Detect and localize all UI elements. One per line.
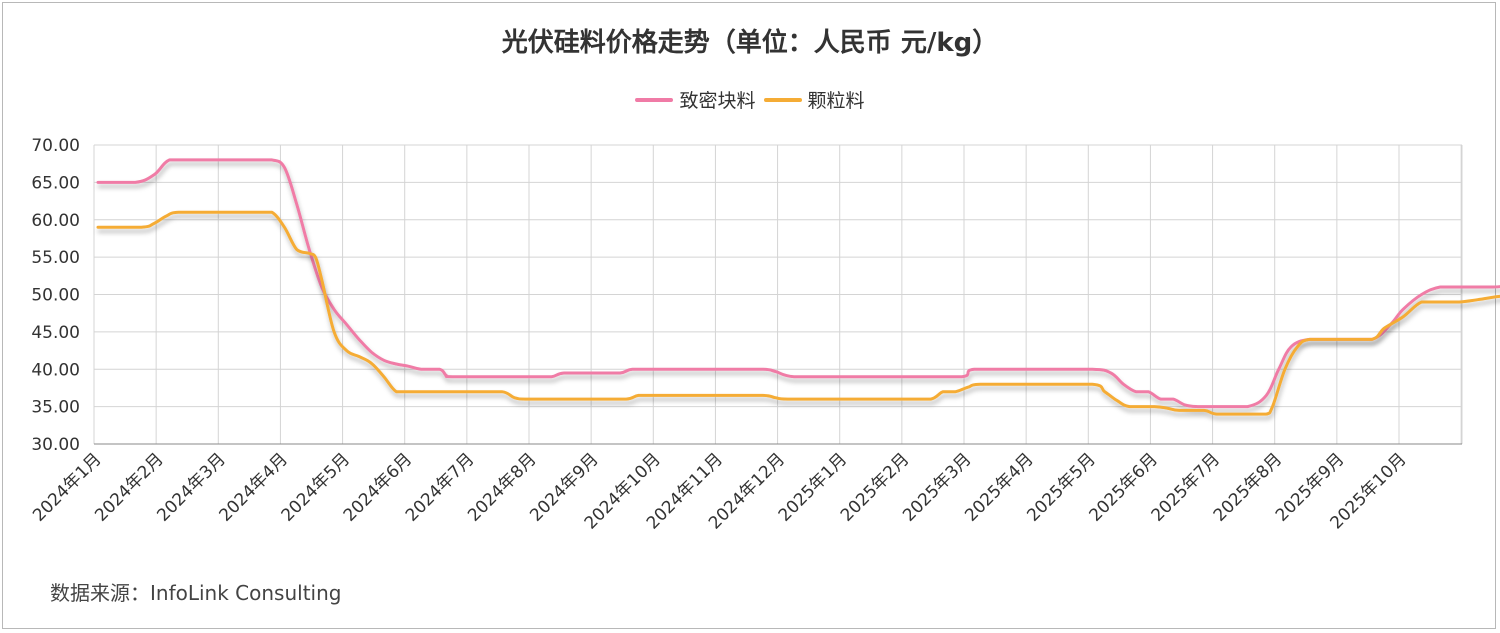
y-tick-label: 30.00 (31, 435, 80, 455)
series-lines (96, 158, 1500, 416)
legend-label-dense: 致密块料 (679, 90, 756, 112)
y-tick-label: 55.00 (31, 248, 80, 268)
legend-swatch-granular (763, 97, 802, 102)
y-axis-ticks: 30.00 35.00 40.00 45.00 50.00 55.00 60.00 65.00… (31, 136, 80, 455)
series-line-granular[interactable] (96, 210, 1500, 416)
y-tick-label: 45.00 (31, 323, 80, 343)
y-tick-label: 35.00 (31, 398, 80, 418)
legend-swatch-dense (635, 97, 674, 102)
data-source: 数据来源：InfoLink Consulting (50, 581, 342, 605)
y-tick-label: 60.00 (31, 211, 80, 231)
y-tick-label: 70.00 (31, 136, 80, 156)
legend-item-granular[interactable]: 颗粒料 (763, 86, 865, 113)
grid (93, 144, 1463, 445)
legend-label-granular: 颗粒料 (807, 90, 865, 112)
y-tick-label: 65.00 (31, 173, 80, 193)
legend-item-dense[interactable]: 致密块料 (635, 86, 756, 113)
y-tick-label: 50.00 (31, 286, 80, 306)
x-axis-ticks: 2024年1月2024年2月2024年3月2024年4月2024年5月2024年… (29, 449, 1410, 533)
chart-title: 光伏硅料价格走势（单位：人民币 元/kg） (501, 28, 999, 58)
legend: 致密块料 颗粒料 (0, 86, 1500, 113)
y-tick-label: 40.00 (31, 360, 80, 380)
